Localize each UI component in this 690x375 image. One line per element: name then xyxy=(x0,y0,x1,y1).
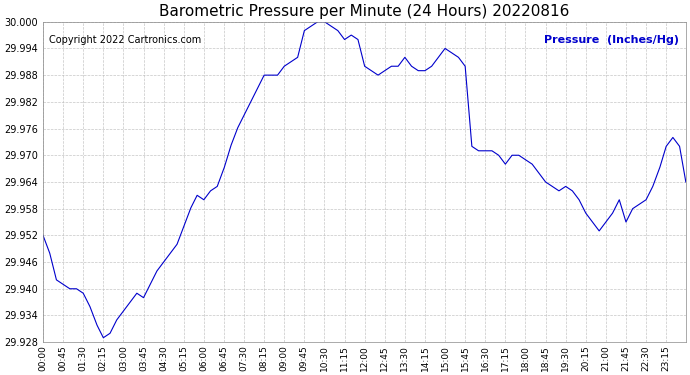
Text: Pressure  (Inches/Hg): Pressure (Inches/Hg) xyxy=(544,34,680,45)
Text: Copyright 2022 Cartronics.com: Copyright 2022 Cartronics.com xyxy=(50,34,201,45)
Title: Barometric Pressure per Minute (24 Hours) 20220816: Barometric Pressure per Minute (24 Hours… xyxy=(159,4,570,19)
